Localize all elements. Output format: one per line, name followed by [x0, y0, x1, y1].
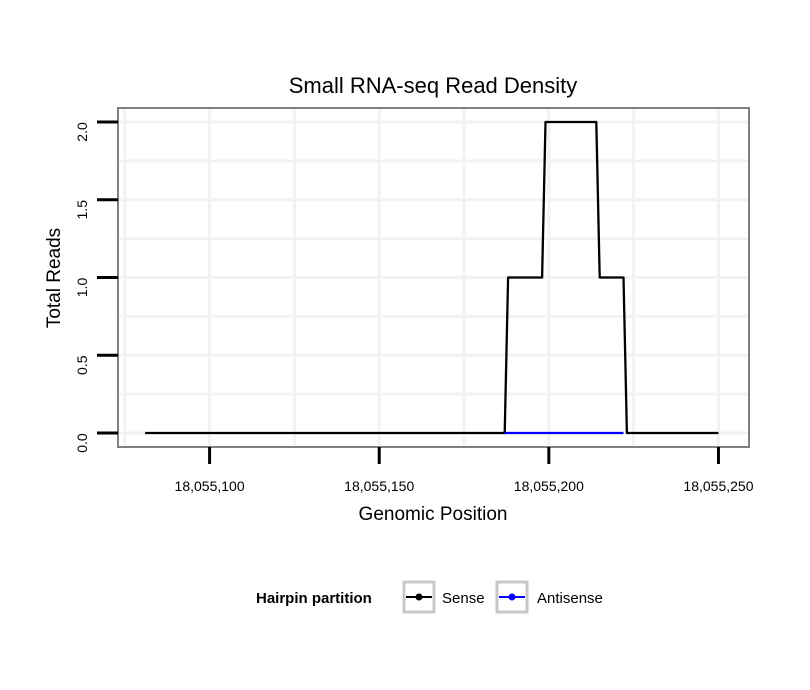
x-tick-label: 18,055,150	[344, 478, 414, 494]
series-line-sense	[145, 120, 719, 435]
y-tick-label: 1.0	[74, 278, 90, 298]
legend-antisense-point	[508, 593, 516, 601]
x-tick-label: 18,055,200	[514, 478, 584, 494]
legend-title: Hairpin partition	[256, 590, 372, 607]
y-axis-label: Total Reads	[44, 228, 65, 328]
y-tick-label: 1.5	[74, 200, 90, 220]
y-axis: 0.0 0.5 1.0 1.5 2.0	[74, 120, 118, 453]
legend: Hairpin partition Sense Antisense	[256, 580, 603, 614]
y-tick-label: 0.5	[74, 355, 90, 375]
legend-antisense-label: Antisense	[537, 590, 603, 607]
y-tick-label: 0.0	[74, 433, 90, 453]
grid	[118, 108, 749, 447]
x-tick-label: 18,055,100	[175, 478, 245, 494]
x-tick-label: 18,055,250	[683, 478, 753, 494]
y-tick-label: 2.0	[74, 122, 90, 142]
chart-title: Small RNA-seq Read Density	[289, 73, 578, 98]
legend-sense-label: Sense	[442, 590, 485, 607]
legend-sense-point	[415, 593, 423, 601]
series-layer	[145, 120, 719, 435]
x-axis: 18,055,100 18,055,150 18,055,200 18,055,250	[175, 447, 754, 494]
x-axis-label: Genomic Position	[359, 504, 508, 525]
